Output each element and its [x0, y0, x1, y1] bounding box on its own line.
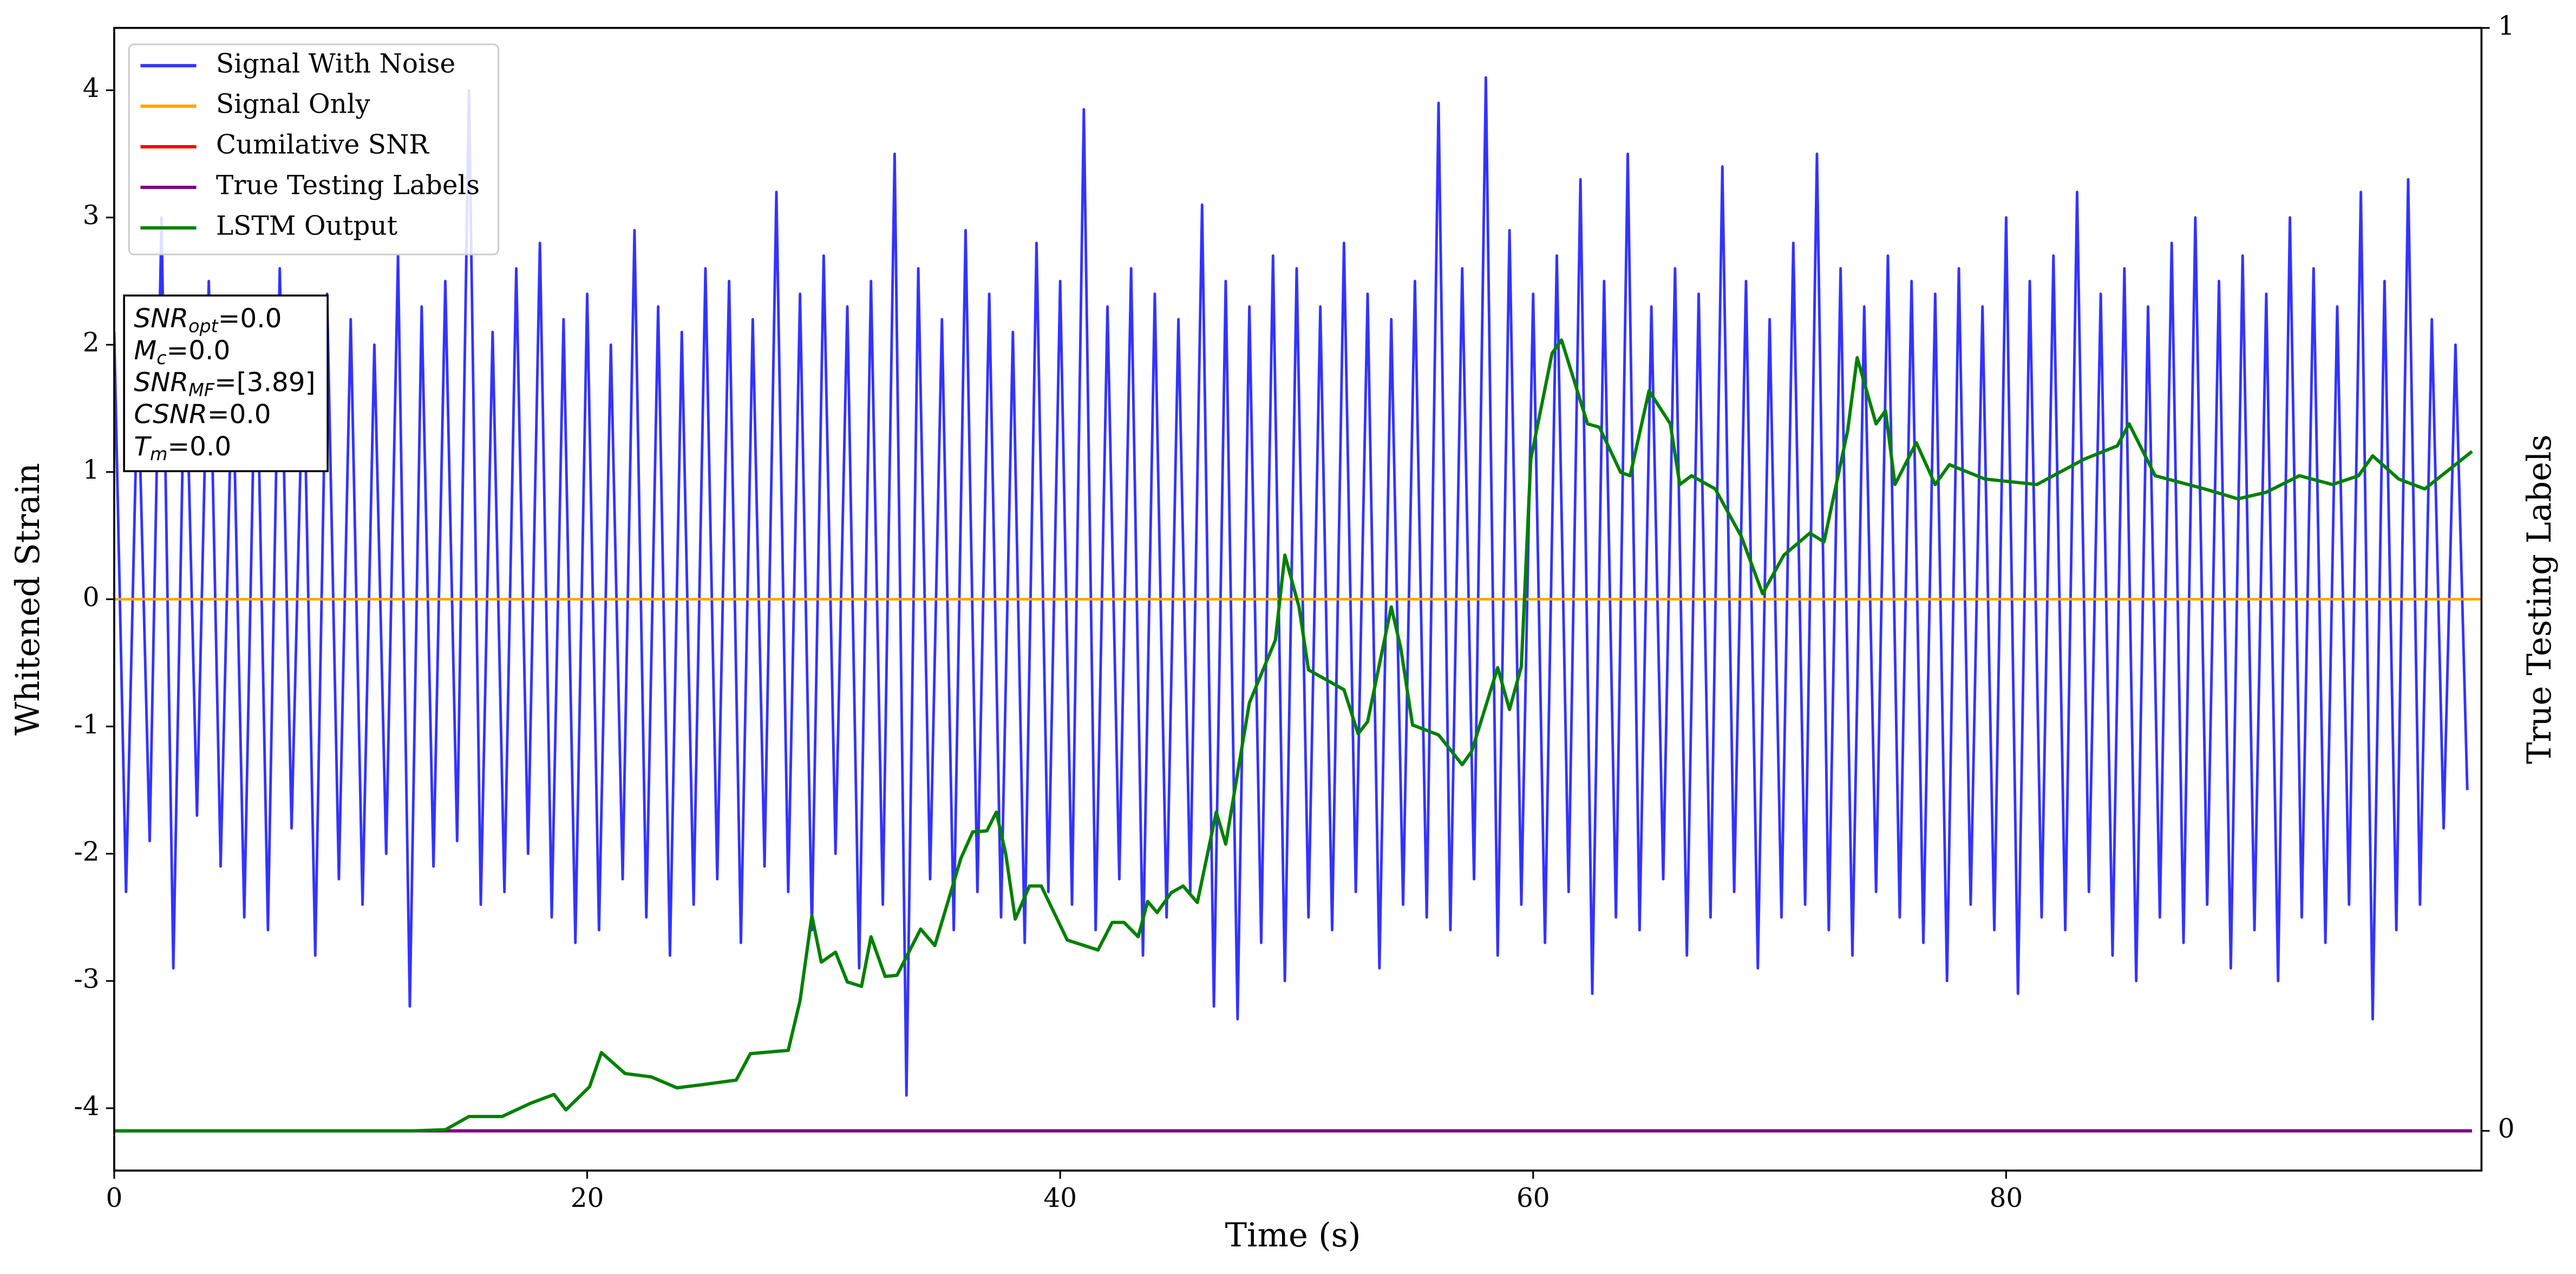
annotation-part: M: [134, 335, 156, 365]
annotation-box: [123, 294, 329, 473]
annotation-part: MF: [188, 379, 215, 400]
y-tick-label: 1: [83, 455, 100, 485]
annotation-text: Tm=0.0: [134, 432, 231, 465]
x-tick-label: 80: [1990, 1183, 2023, 1213]
x-tick-label: 40: [1043, 1183, 1077, 1213]
annotation-part: opt: [188, 315, 219, 336]
annotation-part: SNR: [134, 368, 188, 398]
y2-tick-label: 1: [2498, 11, 2515, 41]
annotation-part: =0.0: [218, 303, 282, 334]
y-tick-label: -4: [74, 1091, 99, 1121]
y-tick-label: 0: [83, 582, 100, 612]
y-tick-label: -2: [74, 837, 99, 867]
annotation-text: SNRopt=0.0: [134, 303, 282, 336]
annotation-part: CSNR: [134, 400, 207, 430]
y2-tick-label: 0: [2498, 1114, 2515, 1144]
x-tick-label: 0: [106, 1183, 123, 1213]
y-tick-label: 3: [83, 200, 100, 231]
annotation-part: c: [156, 347, 166, 368]
annotation-text: SNRMF=[3.89]: [134, 368, 315, 401]
annotation-part: SNR: [134, 303, 188, 334]
annotation-part: T: [134, 432, 152, 462]
legend: Signal With Noise Signal Only Cumilative S…: [128, 43, 500, 256]
y2-axis-label: True Testing Labels: [2521, 434, 2559, 764]
y-tick-label: -1: [74, 709, 99, 740]
annotation: SNRopt=0.0Mc=0.0SNRMF=[3.89]CSNR=0.0Tm=0…: [123, 294, 329, 473]
annotation-part: m: [150, 443, 167, 464]
annotation-text: Mc=0.0: [134, 335, 230, 368]
legend-label: Signal Only: [216, 89, 370, 120]
annotation-part: =0.0: [167, 335, 231, 365]
y-axis-label: Whitened Strain: [9, 463, 47, 735]
legend-label: Cumilative SNR: [216, 130, 429, 160]
plot-area: [114, 76, 2482, 1133]
annotation-text: CSNR=0.0: [134, 400, 271, 430]
legend-label: LSTM Output: [216, 211, 398, 241]
x-tick-label: 60: [1516, 1183, 1550, 1213]
series-line: [114, 76, 2469, 1097]
annotation-part: =[3.89]: [214, 368, 315, 398]
y-tick-label: -3: [74, 964, 99, 994]
x-axis-label: Time (s): [1225, 1217, 1361, 1255]
legend-label: True Testing Labels: [216, 170, 480, 200]
x-tick-label: 20: [571, 1183, 604, 1213]
y-tick-label: 2: [83, 328, 100, 358]
y-tick-label: 4: [83, 73, 100, 103]
series-line: [114, 338, 2473, 1133]
annotation-part: =0.0: [207, 400, 271, 430]
annotation-part: =0.0: [167, 432, 231, 462]
legend-box: [128, 43, 500, 256]
legend-label: Signal With Noise: [216, 49, 455, 79]
